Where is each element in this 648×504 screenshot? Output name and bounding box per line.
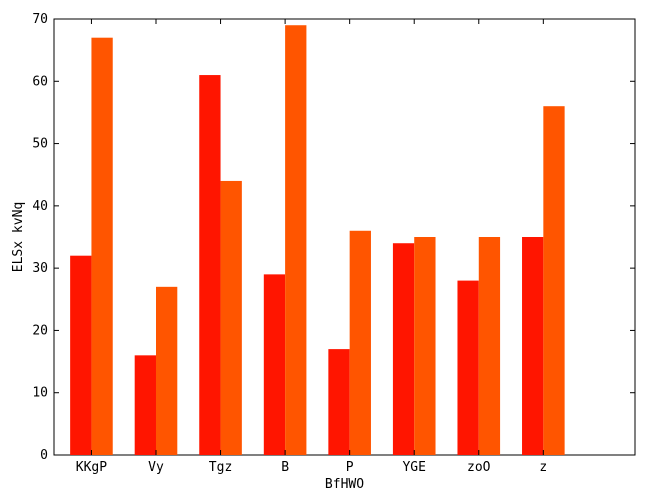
bar-series2-Tgz [220,180,242,455]
bar-series2-YGE [414,237,436,455]
y-axis-label: ELSx kvNq [11,202,26,272]
y-tick-label: 70 [32,12,48,27]
bar-series2-KKgP [91,37,113,455]
x-tick-label: YGE [402,460,425,475]
x-axis-label: BfHWO [325,477,364,492]
x-tick-label: z [539,460,547,475]
bar-series2-z [543,106,565,455]
x-axis-ticks: KKgP Vy Tgz B P YGE zoO z [76,19,547,475]
bar-series1-zoO [457,280,479,455]
y-tick-label: 40 [32,199,48,214]
bar-series1-z [522,237,544,455]
bar-series2-P [349,230,371,455]
bar-series1-KKgP [70,255,92,455]
x-tick-label: KKgP [76,460,107,475]
bar-series2-B [285,25,307,455]
bar-series1-B [263,274,286,455]
bar-series2-Vy [156,286,178,455]
y-axis-ticks: 0 10 20 30 40 50 60 70 [32,12,635,463]
x-tick-label: P [346,460,354,475]
bar-series1-Vy [134,355,156,455]
x-tick-label: Tgz [209,460,232,475]
x-tick-label: zoO [467,460,491,475]
x-tick-label: Vy [148,460,164,475]
bar-series1-P [328,349,350,455]
bar-series2-zoO [478,237,501,455]
y-tick-label: 0 [40,448,48,463]
y-tick-label: 60 [32,74,48,89]
bars-group [70,25,565,455]
y-tick-label: 20 [32,323,48,338]
y-tick-label: 50 [32,137,48,152]
y-tick-label: 30 [32,261,48,276]
y-tick-label: 10 [32,386,48,401]
x-tick-label: B [281,460,289,475]
bar-series1-Tgz [199,75,221,455]
bar-series1-YGE [392,243,415,455]
